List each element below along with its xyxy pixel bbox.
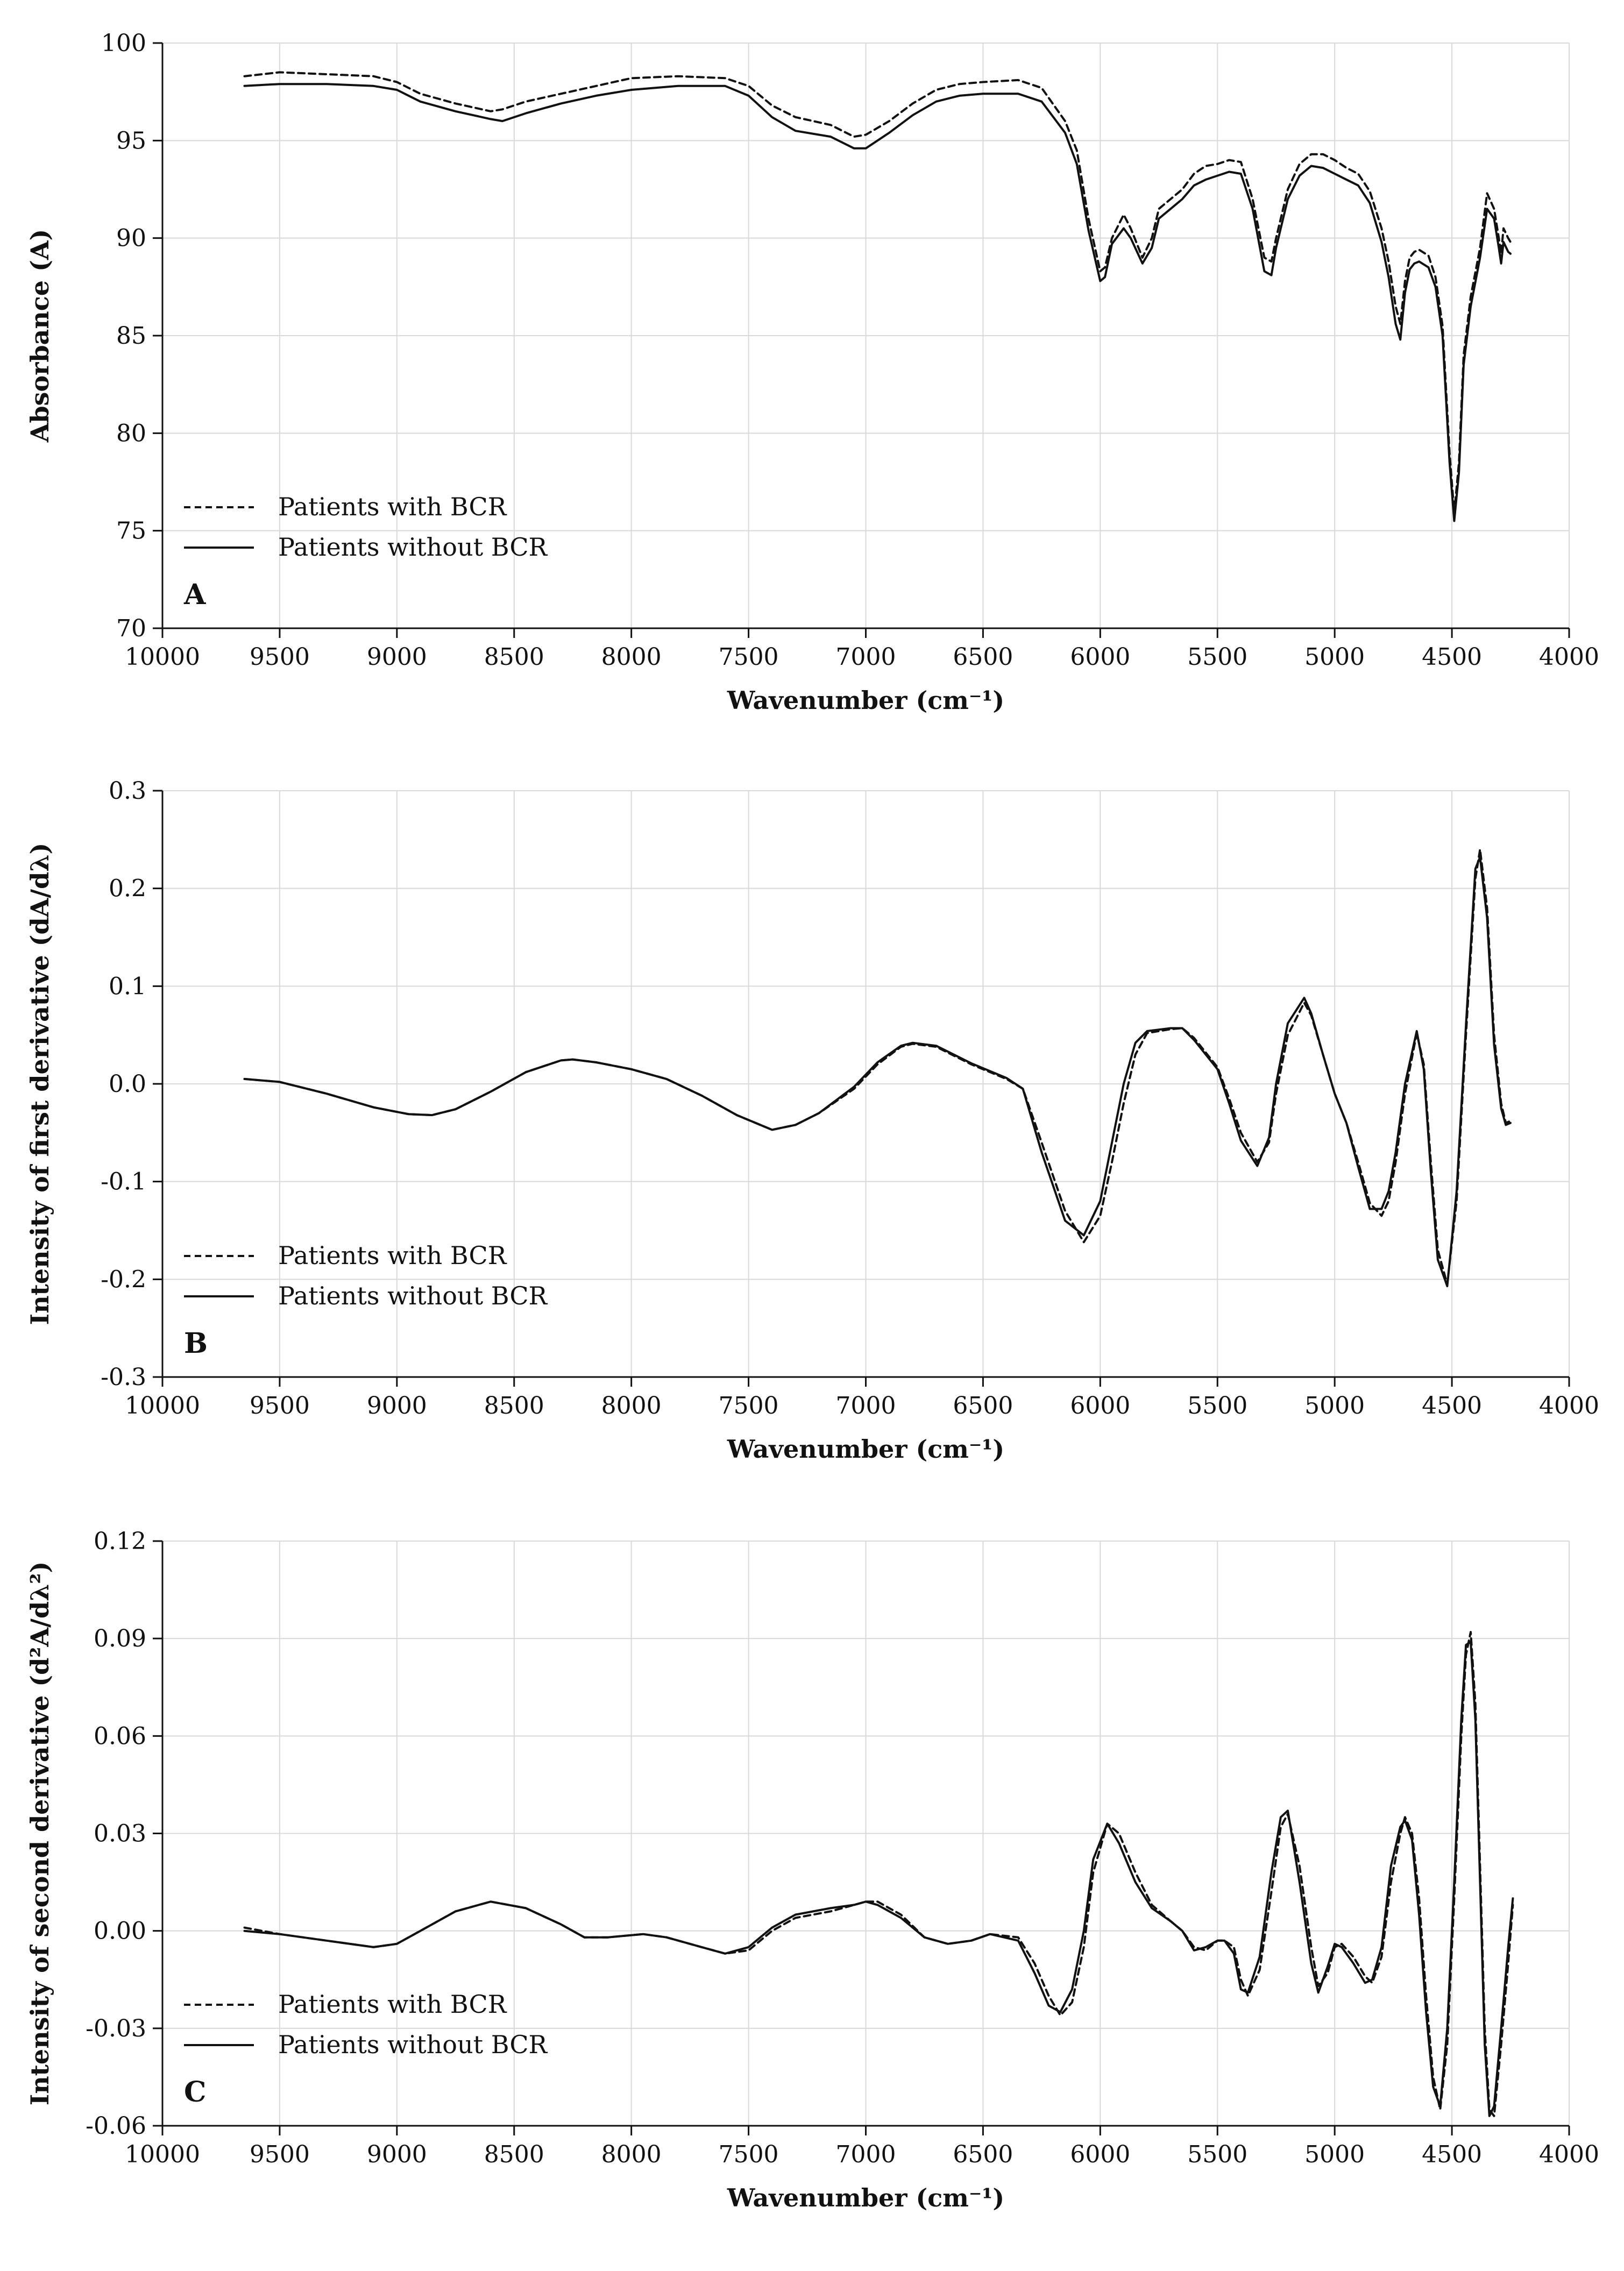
x-tick-label: 8000 xyxy=(601,1392,662,1420)
x-tick-label: 5500 xyxy=(1187,2141,1247,2168)
x-tick-label: 8500 xyxy=(484,643,544,671)
x-axis-title: Wavenumber (cm⁻¹) xyxy=(727,1435,1004,1464)
x-tick-label: 4500 xyxy=(1422,2141,1482,2168)
x-tick-label: 5000 xyxy=(1304,643,1365,671)
x-tick-label: 5500 xyxy=(1187,643,1247,671)
y-tick-label: 0.2 xyxy=(109,875,146,903)
y-tick-label: 75 xyxy=(116,517,146,545)
y-tick-label: 95 xyxy=(116,127,146,154)
legend-label: Patients without BCR xyxy=(278,2030,548,2059)
legend-label: Patients without BCR xyxy=(278,533,548,562)
y-tick-label: 0.03 xyxy=(94,1820,146,1848)
x-tick-label: 6000 xyxy=(1070,643,1130,671)
x-tick-label: 4500 xyxy=(1422,643,1482,671)
x-tick-label: 9500 xyxy=(250,643,310,671)
series-line-without-bcr xyxy=(243,1641,1514,2117)
x-tick-label: 9500 xyxy=(250,2141,310,2168)
panel-c: -0.06 -0.03 0.00 0.03 0.06 0.09 0.12 10000 9500 9… xyxy=(25,1528,1599,2212)
legend-label: Patients with BCR xyxy=(278,492,507,521)
y-tick-label: 0.1 xyxy=(109,973,146,1000)
x-tick-label: 10000 xyxy=(125,643,200,671)
x-axis-title: Wavenumber (cm⁻¹) xyxy=(727,686,1004,715)
panel-a: 70 75 80 85 90 95 100 10000 9500 9000 8500 8000 7500… xyxy=(25,30,1599,715)
x-axis-title: Wavenumber (cm⁻¹) xyxy=(727,2183,1004,2212)
x-tick-label: 10000 xyxy=(125,1392,200,1420)
x-tick-label: 7500 xyxy=(719,643,779,671)
x-tick-label: 5000 xyxy=(1304,1392,1365,1420)
y-tick-label: 100 xyxy=(101,30,146,57)
x-tick-label: 6500 xyxy=(953,1392,1013,1420)
x-tick-label: 8000 xyxy=(601,643,662,671)
y-tick-label: -0.1 xyxy=(101,1168,146,1196)
x-tick-label: 8000 xyxy=(601,2141,662,2168)
series-line-without-bcr xyxy=(243,83,1512,522)
x-tick-label: 4000 xyxy=(1539,643,1599,671)
panel-letter: A xyxy=(183,578,206,611)
y-tick-label: -0.03 xyxy=(86,2015,146,2042)
y-tick-label: 80 xyxy=(116,420,146,447)
x-tick-label: 9000 xyxy=(367,1392,427,1420)
legend-label: Patients with BCR xyxy=(278,1241,507,1270)
x-tick-label: 5000 xyxy=(1304,2141,1365,2168)
series-line-without-bcr xyxy=(243,856,1512,1288)
y-axis-title: Absorbance (A) xyxy=(25,229,54,443)
x-tick-label: 5500 xyxy=(1187,1392,1247,1420)
panel-b: -0.3 -0.2 -0.1 0.0 0.1 0.2 0.3 10000 9500 9000 850… xyxy=(25,777,1599,1464)
x-tick-label: 4500 xyxy=(1422,1392,1482,1420)
x-tick-label: 7500 xyxy=(719,1392,779,1420)
y-tick-label: 0.09 xyxy=(94,1625,146,1652)
y-tick-label: -0.3 xyxy=(101,1364,146,1391)
y-tick-label: 90 xyxy=(116,225,146,252)
series-line-with-bcr xyxy=(243,71,1512,514)
x-tick-label: 6000 xyxy=(1070,2141,1130,2168)
y-tick-label: -0.06 xyxy=(86,2112,146,2140)
panel-letter: B xyxy=(184,1327,208,1360)
x-tick-label: 7500 xyxy=(719,2141,779,2168)
y-axis-title: Intensity of first derivative (dA/dλ) xyxy=(25,843,54,1325)
y-tick-label: 85 xyxy=(116,322,146,350)
x-tick-label: 9000 xyxy=(367,643,427,671)
x-tick-label: 9500 xyxy=(250,1392,310,1420)
y-tick-label: -0.2 xyxy=(101,1266,146,1293)
y-tick-label: 0.3 xyxy=(109,777,146,805)
x-tick-label: 6500 xyxy=(953,2141,1013,2168)
y-axis-title: Intensity of second derivative (d²A/dλ²) xyxy=(25,1562,54,2106)
x-tick-label: 7000 xyxy=(836,1392,896,1420)
x-tick-label: 6500 xyxy=(953,643,1013,671)
x-tick-label: 6000 xyxy=(1070,1392,1130,1420)
x-tick-label: 10000 xyxy=(125,2141,200,2168)
y-tick-label: 0.12 xyxy=(94,1528,146,1555)
y-tick-label: 70 xyxy=(116,615,146,642)
y-tick-label: 0.06 xyxy=(94,1722,146,1750)
x-tick-label: 7000 xyxy=(836,643,896,671)
x-tick-label: 9000 xyxy=(367,2141,427,2168)
x-tick-label: 8500 xyxy=(484,2141,544,2168)
y-tick-label: 0.0 xyxy=(109,1070,146,1098)
legend-label: Patients without BCR xyxy=(278,1281,548,1310)
y-tick-label: 0.00 xyxy=(94,1918,146,1945)
legend-label: Patients with BCR xyxy=(278,1990,507,2019)
panel-letter: C xyxy=(184,2076,206,2109)
x-tick-label: 4000 xyxy=(1539,2141,1599,2168)
x-tick-label: 4000 xyxy=(1539,1392,1599,1420)
x-tick-label: 8500 xyxy=(484,1392,544,1420)
x-tick-label: 7000 xyxy=(836,2141,896,2168)
